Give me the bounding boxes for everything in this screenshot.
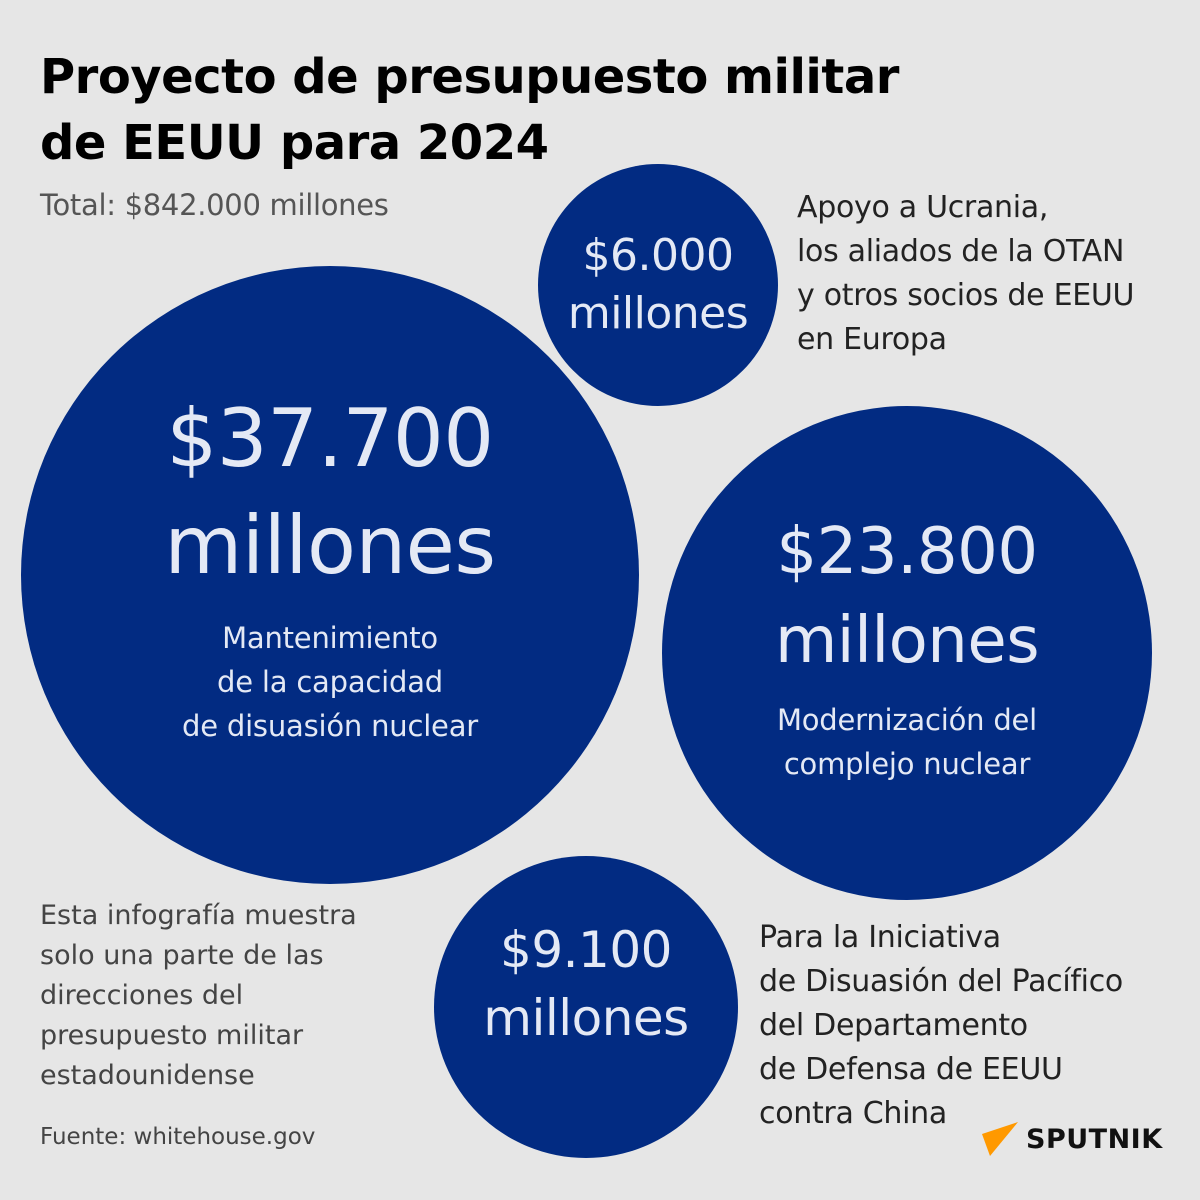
bubble-unit: millones [164, 499, 496, 592]
bubble-unit: millones [774, 604, 1040, 678]
bubble-ukraine: $6.000 millones [538, 164, 778, 406]
bubble-amount: $9.100 [500, 921, 672, 979]
page-title: Proyecto de presupuesto militar de EEUU … [40, 44, 899, 176]
bubble-description: Modernización del [776, 703, 1038, 737]
footnote: Esta infografía muestra solo una parte d… [40, 900, 357, 1091]
title-line-1: Proyecto de presupuesto militar [40, 49, 899, 105]
bubble-nuclear-deterrence: $37.700 millones Mantenimiento de la cap… [21, 266, 639, 884]
logo-wordmark: SPUTNIK [1026, 1123, 1163, 1155]
total-subtitle: Total: $842.000 millones [40, 188, 389, 222]
bubble-amount: $6.000 [582, 230, 734, 281]
bubble-pacific-label: Para la Iniciativa de Disuasión del Pací… [759, 920, 1123, 1131]
sputnik-logo: SPUTNIK [982, 1122, 1163, 1156]
bubble-nuclear-modernization: $23.800 millones Modernización del compl… [662, 406, 1152, 900]
sputnik-arrow-icon [982, 1122, 1018, 1156]
title-line-2: de EEUU para 2024 [40, 115, 549, 171]
bubble-amount: $37.700 [166, 392, 494, 485]
bubble-unit: millones [483, 989, 689, 1047]
source-credit: Fuente: whitehouse.gov [40, 1124, 316, 1150]
bubble-description: Mantenimiento [222, 621, 438, 655]
bubble-pacific-deterrence: $9.100 millones [434, 856, 738, 1158]
bubble-amount: $23.800 [776, 515, 1038, 589]
bubble-unit: millones [567, 288, 749, 339]
bubble-ukraine-label: Apoyo a Ucrania, los aliados de la OTAN … [797, 190, 1135, 357]
